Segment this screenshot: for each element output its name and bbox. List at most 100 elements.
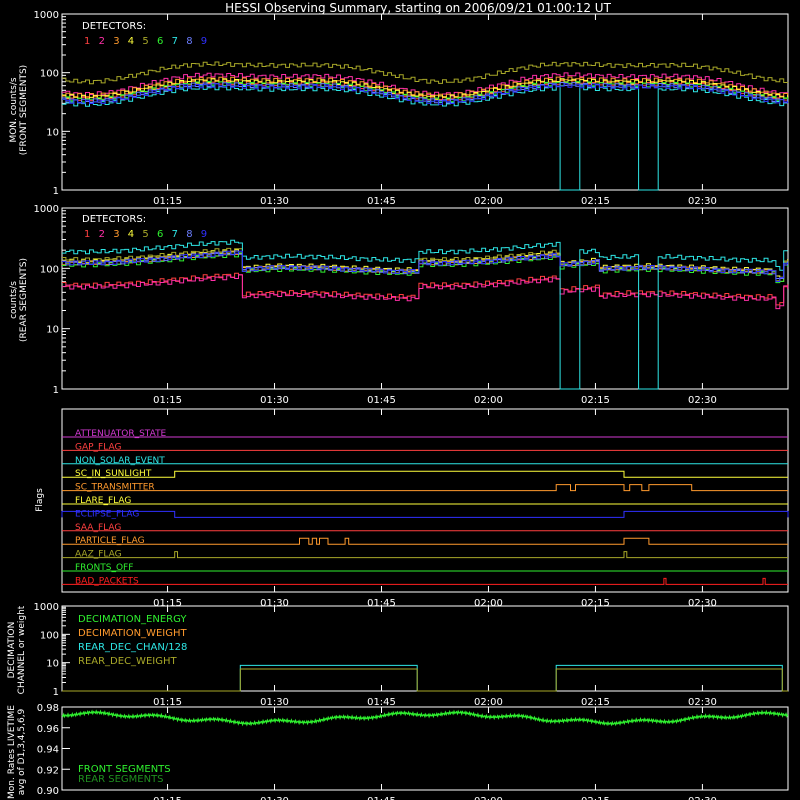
panel2-ytick-label-2: 100 [40,264,59,275]
flag-line-aaz_flag [62,551,788,559]
panel1-ytick-label-0: 1 [53,186,59,197]
flag-label-non_solar_event: NON_SOLAR_EVENT [75,456,165,466]
flag-line-sc_in_sunlight [62,470,788,478]
panel1-series-2 [62,72,789,97]
flags-panel: 01:15 01:30 01:45 02:00 02:15 02:30 ATTENUATOR… [61,408,789,609]
panel3-xtick-label-2: 01:45 [367,598,396,609]
panel2-ytick-label-3: 1000 [34,204,59,215]
panel1-xtick-label-4: 02:15 [581,196,610,207]
flag-label-flare_flag: FLARE_FLAG [75,496,131,506]
panel3-xtick-label-4: 02:15 [581,598,610,609]
decimation-ylabel-line1: DECIMATION [7,622,17,679]
decimation-panel: 01:15 01:30 01:45 02:00 02:15 02:30 1 10 100 1000… [34,602,789,708]
flag-line-bad_packets [62,577,788,585]
panel1-legend-title: DETECTORS: [82,21,146,32]
flag-line-sc_transmitter [62,484,788,492]
panel2-xtick-label-3: 02:00 [474,395,503,406]
livetime-legend-1: REAR SEGMENTS [78,774,164,785]
livetime-ylabel-line2: avg of D1,3,4,5,6,9 [17,708,27,795]
flag-label-bad_packets: BAD_PACKETS [75,576,139,586]
legend1-label-5: 5 [142,36,148,47]
panel4-xtick-label-3: 02:00 [474,697,503,708]
panel1-xtick-label-0: 01:15 [153,196,182,207]
panel1-xtick-label-5: 02:30 [688,196,717,207]
flag-label-sc_in_sunlight: SC_IN_SUNLIGHT [75,469,152,479]
panel5-xtick-label-0: 01:15 [153,796,182,800]
flag-label-gap_flag: GAP_FLAG [75,442,121,452]
legend1-label-8: 8 [186,36,192,47]
panel3-xtick-label-3: 02:00 [474,598,503,609]
flag-label-saa_flag: SAA_FLAG [75,523,121,533]
panel4-xtick-label-2: 01:45 [367,697,396,708]
flag-label-particle_flag: PARTICLE_FLAG [75,536,145,546]
panel2-series-9 [62,250,789,282]
rear-segments-panel: 01:15 01:30 01:45 02:00 02:15 02:30 1 10 100 1000 [34,204,789,406]
panel2-xtick-label-5: 02:30 [688,395,717,406]
livetime-panel: 01:15 01:30 01:45 02:00 02:15 02:30 0.90 0.92 0.… [37,703,789,800]
legend1-label-9: 9 [201,36,207,47]
panel4-ytick-label-2: 100 [40,630,59,641]
front-segments-panel: 01:15 01:30 01:45 02:00 02:15 02:30 1 10 100 1000 [34,10,789,207]
panel4-xtick-label-0: 01:15 [153,697,182,708]
panel1-ytick-label-2: 100 [40,69,59,80]
flag-label-fronts_off: FRONTS_OFF [75,563,133,573]
legend2-label-7: 7 [172,229,178,240]
panel4-ytick-label-1: 10 [46,659,59,670]
panel5-ytick-label-1: 0.92 [37,765,59,776]
panel4-xtick-label-4: 02:15 [581,697,610,708]
panel4-ytick-label-3: 1000 [34,602,59,613]
legend2-label-3: 3 [113,229,119,240]
panel2-ytick-label-1: 10 [46,325,59,336]
panel3-frame [61,408,789,593]
flag-line-particle_flag [62,537,788,545]
panel5-ytick-label-2: 0.94 [37,745,59,756]
livetime-ylabel-line1: Mon. Rates LIVETIME [7,705,17,799]
legend1-label-3: 3 [113,36,119,47]
panel5-ytick-label-0: 0.90 [37,786,59,797]
flag-line-eclipse_flag [61,510,789,518]
decimation-legend-1: DECIMATION_WEIGHT [78,628,187,639]
panel3-xtick-label-0: 01:15 [153,598,182,609]
decimation-legend-2: REAR_DEC_CHAN/128 [78,642,187,653]
panel1-series-5 [62,61,789,85]
panel1-ylabel-line2: (FRONT SEGMENTS) [19,65,29,155]
flags-ylabel: Flags [35,488,45,512]
decimation-ylabel-line2: CHANNEL or weight [17,605,27,694]
panel2-legend-title: DETECTORS: [82,214,146,225]
legend2-label-9: 9 [201,229,207,240]
legend1-label-2: 2 [99,36,105,47]
legend1-label-7: 7 [172,36,178,47]
decimation-legend-3: REAR_DEC_WEIGHT [78,656,177,667]
panel3-xtick-label-1: 01:30 [260,598,289,609]
legend2-label-8: 8 [186,229,192,240]
panel4-xtick-label-5: 02:30 [688,697,717,708]
panel1-series-9 [62,83,789,105]
legend1-label-1: 1 [84,36,90,47]
panel2-ylabel-line1: counts/s [9,281,19,319]
panel2-frame [61,207,789,390]
panel5-xtick-label-5: 02:30 [688,796,717,800]
flag-label-aaz_flag: AAZ_FLAG [75,550,122,560]
panel2-series-2 [62,274,789,310]
decimation-legend-0: DECIMATION_ENERGY [78,614,187,625]
panel4-xtick-label-1: 01:30 [260,697,289,708]
panel1-ylabel-line1: MON. counts/s [9,77,19,142]
panel5-xtick-label-2: 01:45 [367,796,396,800]
legend1-label-6: 6 [157,36,163,47]
legend2-label-4: 4 [128,229,134,240]
legend2-label-2: 2 [99,229,105,240]
panel5-xtick-label-3: 02:00 [474,796,503,800]
legend2-label-1: 1 [84,229,90,240]
panel3-xtick-label-5: 02:30 [688,598,717,609]
panel2-xtick-label-4: 02:15 [581,395,610,406]
panel5-ytick-label-3: 0.96 [37,724,59,735]
panel5-xtick-label-4: 02:15 [581,796,610,800]
flag-label-eclipse_flag: ECLIPSE_FLAG [75,509,139,519]
chart-title: HESSI Observing Summary, starting on 200… [225,1,611,15]
panel2-ylabel-line2: (REAR SEGMENTS) [19,258,29,342]
panel1-xtick-label-2: 01:45 [367,196,396,207]
flag-label-sc_transmitter: SC_TRANSMITTER [75,483,155,493]
